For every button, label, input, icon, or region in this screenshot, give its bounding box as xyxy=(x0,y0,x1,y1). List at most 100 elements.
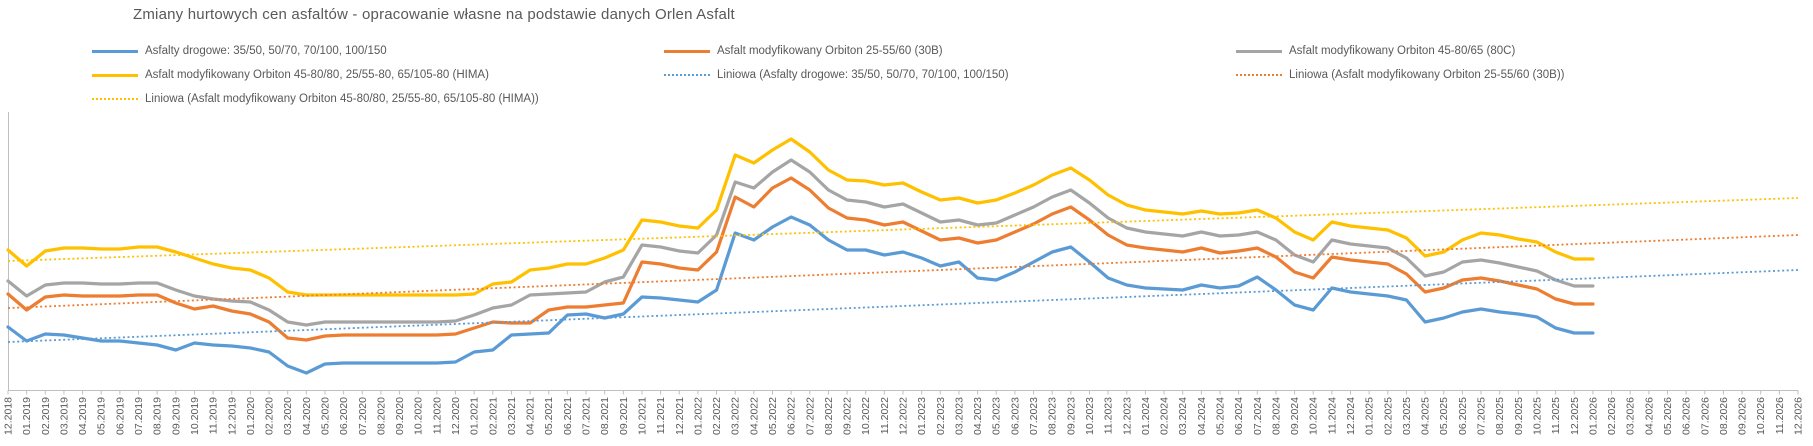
legend: Asfalty drogowe: 35/50, 50/70, 70/100, 1… xyxy=(0,0,1813,110)
x-axis-label: 06.2026 xyxy=(1681,397,1693,435)
legend-item-2: Asfalt modyfikowany Orbiton 45-80/65 (80… xyxy=(1236,43,1515,59)
x-axis-label: 01.2019 xyxy=(21,397,33,435)
x-axis-label: 04.2026 xyxy=(1643,397,1655,435)
x-axis-label: 02.2019 xyxy=(40,397,52,435)
x-axis-label: 08.2022 xyxy=(823,397,835,435)
x-axis-label: 03.2026 xyxy=(1625,397,1637,435)
x-axis-label: 06.2024 xyxy=(1233,397,1245,435)
legend-item-5: Liniowa (Asfalt modyfikowany Orbiton 25-… xyxy=(1236,67,1565,83)
x-axis-label: 07.2025 xyxy=(1476,397,1488,435)
x-axis-label: 12.2020 xyxy=(450,397,462,435)
solid-line-swatch xyxy=(664,49,710,53)
x-axis-label: 02.2020 xyxy=(264,397,276,435)
x-axis-label: 03.2019 xyxy=(58,397,70,435)
x-axis-label: 01.2023 xyxy=(916,397,928,435)
x-axis-label: 02.2024 xyxy=(1159,397,1171,435)
x-axis-label: 04.2022 xyxy=(748,397,760,435)
x-axis-label: 11.2019 xyxy=(208,397,220,434)
x-axis-label: 01.2024 xyxy=(1140,397,1152,435)
trendline-trend-asfalty-drogowe xyxy=(7,269,1799,343)
x-axis-label: 09.2022 xyxy=(842,397,854,435)
x-axis-label: 05.2025 xyxy=(1438,397,1450,435)
chart-title: Zmiany hurtowych cen asfaltów - opracowa… xyxy=(133,6,735,23)
x-axis-label: 01.2025 xyxy=(1364,397,1376,435)
x-axis-label: 11.2020 xyxy=(431,397,443,434)
solid-line-swatch xyxy=(92,73,138,77)
dotted-line-swatch xyxy=(92,98,138,100)
x-axis-label: 08.2021 xyxy=(599,397,611,435)
x-axis-label: 02.2022 xyxy=(711,397,723,435)
x-axis-label: 04.2025 xyxy=(1420,397,1432,435)
x-axis-label: 10.2026 xyxy=(1755,397,1767,435)
x-axis-label: 07.2019 xyxy=(133,397,145,435)
x-axis-label: 07.2020 xyxy=(357,397,369,435)
legend-item-6: Liniowa (Asfalt modyfikowany Orbiton 45-… xyxy=(92,91,539,107)
legend-label: Asfalty drogowe: 35/50, 50/70, 70/100, 1… xyxy=(145,45,387,57)
series-line-orbiton-hima xyxy=(6,137,1595,297)
legend-item-0: Asfalty drogowe: 35/50, 50/70, 70/100, 1… xyxy=(92,43,387,59)
x-axis-label: 09.2021 xyxy=(618,397,630,435)
x-axis-label: 10.2021 xyxy=(636,397,648,435)
legend-label: Asfalt modyfikowany Orbiton 45-80/65 (80… xyxy=(1289,45,1516,57)
x-axis-label: 03.2023 xyxy=(953,397,965,435)
trendline-trend-orbiton-30b xyxy=(7,234,1799,309)
x-axis-label: 05.2023 xyxy=(991,397,1003,435)
x-axis-label: 06.2022 xyxy=(786,397,798,435)
x-axis-label: 11.2024 xyxy=(1326,397,1338,434)
x-axis-label: 08.2023 xyxy=(1047,397,1059,435)
x-axis-label: 10.2023 xyxy=(1084,397,1096,435)
x-axis-label: 09.2024 xyxy=(1289,397,1301,435)
solid-line-swatch xyxy=(92,49,138,53)
x-axis-label: 09.2020 xyxy=(394,397,406,435)
series-line-orbiton-30b xyxy=(6,176,1595,342)
series-line-asfalty-drogowe xyxy=(6,215,1595,375)
x-axis-label: 12.2022 xyxy=(898,397,910,435)
dotted-line-swatch xyxy=(1236,74,1282,76)
x-axis-label: 04.2024 xyxy=(1196,397,1208,435)
x-axis-label: 10.2020 xyxy=(413,397,425,435)
x-axis-label: 04.2019 xyxy=(77,397,89,435)
legend-label: Liniowa (Asfalt modyfikowany Orbiton 45-… xyxy=(145,93,539,105)
x-axis-label: 01.2020 xyxy=(245,397,257,435)
x-axis-label: 02.2023 xyxy=(935,397,947,435)
x-axis-label: 01.2021 xyxy=(469,397,481,435)
x-axis-label: 06.2021 xyxy=(562,397,574,435)
x-axis-label: 01.2026 xyxy=(1587,397,1599,435)
x-axis-label: 04.2020 xyxy=(301,397,313,435)
x-axis-label: 12.2024 xyxy=(1345,397,1357,435)
x-axis-label: 07.2024 xyxy=(1252,397,1264,435)
x-axis-label: 05.2019 xyxy=(96,397,108,435)
x-axis-label: 06.2019 xyxy=(114,397,126,435)
x-axis-label: 12.2025 xyxy=(1569,397,1581,435)
x-axis-label: 06.2025 xyxy=(1457,397,1469,435)
x-axis-label: 02.2025 xyxy=(1382,397,1394,435)
x-axis-label: 01.2022 xyxy=(692,397,704,435)
x-axis-label: 07.2023 xyxy=(1028,397,1040,435)
x-axis-label: 09.2025 xyxy=(1513,397,1525,435)
x-axis-label: 05.2026 xyxy=(1662,397,1674,435)
x-axis-label: 03.2022 xyxy=(730,397,742,435)
x-axis-label: 05.2022 xyxy=(767,397,779,435)
x-axis-label: 12.2026 xyxy=(1793,397,1805,435)
x-axis-label: 12.2023 xyxy=(1121,397,1133,435)
x-axis-label: 11.2022 xyxy=(879,397,891,434)
x-axis-label: 03.2020 xyxy=(282,397,294,435)
x-axis-label: 09.2019 xyxy=(170,397,182,435)
x-axis-label: 09.2026 xyxy=(1737,397,1749,435)
x-axis-label: 12.2021 xyxy=(674,397,686,435)
x-axis-label: 03.2025 xyxy=(1401,397,1413,435)
x-axis-label: 08.2026 xyxy=(1718,397,1730,435)
x-axis-label: 11.2021 xyxy=(655,397,667,434)
x-axis-label: 12.2019 xyxy=(226,397,238,435)
x-axis-label: 07.2022 xyxy=(804,397,816,435)
legend-label: Liniowa (Asfalty drogowe: 35/50, 50/70, … xyxy=(717,69,1009,81)
x-axis-label: 11.2023 xyxy=(1103,397,1115,434)
legend-item-1: Asfalt modyfikowany Orbiton 25-55/60 (30… xyxy=(664,43,943,59)
x-axis-label: 10.2025 xyxy=(1531,397,1543,435)
x-axis-label: 08.2019 xyxy=(152,397,164,435)
x-axis-label: 08.2020 xyxy=(375,397,387,435)
x-axis-label: 06.2020 xyxy=(338,397,350,435)
legend-item-3: Asfalt modyfikowany Orbiton 45-80/80, 25… xyxy=(92,67,489,83)
